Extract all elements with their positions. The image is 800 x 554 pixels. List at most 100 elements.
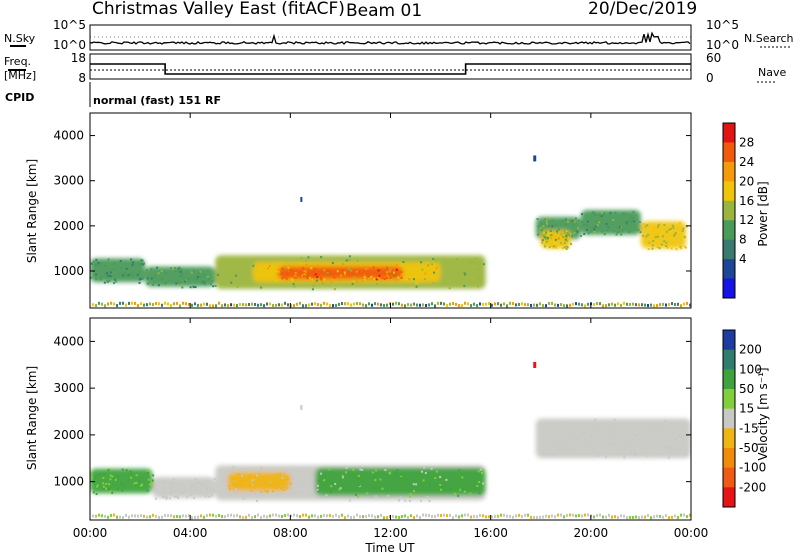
power-clutter-dot — [290, 304, 292, 308]
velocity-speckle-dot — [236, 483, 239, 486]
velocity-clutter-dot — [200, 514, 202, 518]
velocity-speckle-dot — [460, 479, 463, 482]
velocity-speckle-dot — [366, 492, 369, 495]
power-speckle-dot — [599, 213, 602, 216]
velocity-speckle-dot — [428, 499, 431, 502]
velocity-clutter-dot — [596, 513, 598, 517]
power-clutter-dot — [137, 304, 139, 308]
power-clutter-dot — [434, 304, 436, 308]
power-speckle-dot — [212, 285, 215, 288]
power-speckle-dot — [669, 227, 672, 230]
velocity-speckle-dot — [240, 474, 243, 477]
power-speckle-dot — [432, 282, 435, 285]
power-speckle-dot — [571, 220, 574, 223]
velocity-colorbar: 200 100 50 15 -15 -50 -100 -200 — [722, 329, 766, 508]
power-speckle-dot — [375, 282, 378, 285]
velocity-speckle-dot — [252, 477, 255, 480]
power-clutter-dot — [614, 303, 616, 307]
velocity-clutter-dot — [452, 516, 454, 520]
power-speckle-dot — [312, 275, 315, 278]
velocity-speckle-dot — [348, 499, 351, 502]
time-tick-label: 00:00 — [674, 526, 709, 540]
power-speckle-dot — [314, 273, 317, 276]
power-clutter-dot — [635, 303, 637, 307]
velocity-clutter-dot — [308, 515, 310, 519]
power-clutter-dot — [572, 302, 574, 306]
velocity-speckle-dot — [441, 486, 444, 489]
power-speckle-dot — [292, 283, 295, 286]
velocity-clutter-dot — [359, 515, 361, 519]
power-speckle-dot — [348, 255, 351, 258]
power-clutter-dot — [587, 302, 589, 306]
velocity-clutter-dot — [263, 514, 265, 518]
power-speckle-dot — [385, 266, 388, 269]
power-clutter-dot — [398, 302, 400, 306]
power-speckle-dot — [543, 236, 546, 239]
velocity-speckle-dot — [572, 452, 575, 455]
velocity-colorbar-label: Velocity [m s⁻¹] — [756, 367, 770, 460]
power-speckle-dot — [97, 263, 100, 266]
velocity-clutter-dot — [443, 513, 445, 517]
velocity-clutter-dot — [635, 515, 637, 519]
power-speckle-dot — [383, 278, 386, 281]
velocity-speckle-dot — [290, 489, 293, 492]
velocity-clutter-dot — [548, 515, 550, 519]
velocity-speckle-dot — [374, 479, 377, 482]
velocity-clutter-dot — [419, 515, 421, 519]
velocity-speckle-dot — [176, 495, 179, 498]
velocity-speckle-dot — [251, 479, 254, 482]
power-speckle-dot — [551, 225, 554, 228]
power-speckle-dot — [666, 246, 669, 249]
power-clutter-dot — [539, 302, 541, 306]
power-clutter-dot — [335, 303, 337, 307]
power-speckle-dot — [577, 219, 580, 222]
velocity-speckle-dot — [387, 494, 390, 497]
power-speckle-dot — [680, 247, 683, 250]
power-speckle-dot — [308, 272, 311, 275]
power-clutter-dot — [158, 302, 160, 306]
power-speckle-dot — [356, 259, 359, 262]
power-clutter-dot — [251, 302, 253, 306]
power-speckle-dot — [663, 240, 666, 243]
velocity-clutter-dot — [536, 515, 538, 519]
velocity-speckle-dot — [285, 486, 288, 489]
power-colorbar-swatch — [723, 200, 735, 221]
velocity-speckle-dot — [205, 486, 208, 489]
power-clutter-dot — [260, 303, 262, 307]
power-speckle-dot — [119, 259, 122, 262]
power-speckle-dot — [603, 212, 606, 215]
velocity-speckle-dot — [669, 447, 672, 450]
velocity-clutter-dot — [218, 513, 220, 517]
velocity-clutter-dot — [338, 515, 340, 519]
velocity-colorbar-tick-label: -200 — [739, 480, 766, 494]
velocity-speckle-dot — [265, 474, 268, 477]
power-isolated-echo — [300, 196, 303, 202]
velocity-speckle-dot — [381, 487, 384, 490]
velocity-speckle-dot — [241, 484, 244, 487]
power-colorbar-swatch — [723, 220, 735, 241]
velocity-ytick-label: 4000 — [53, 334, 84, 348]
power-clutter-dot — [554, 303, 556, 307]
power-speckle-dot — [554, 232, 557, 235]
power-speckle-dot — [320, 255, 323, 258]
power-speckle-dot — [545, 241, 548, 244]
velocity-speckle-dot — [107, 469, 110, 472]
power-speckle-dot — [630, 216, 633, 219]
power-clutter-dot — [680, 304, 682, 308]
power-clutter-dot — [278, 303, 280, 307]
power-clutter-dot — [527, 303, 529, 307]
power-clutter-dot — [623, 301, 625, 305]
power-clutter-dot — [440, 301, 442, 305]
power-speckle-dot — [316, 275, 319, 278]
velocity-speckle-dot — [271, 490, 274, 493]
power-clutter-dot — [506, 304, 508, 308]
power-clutter-dot — [410, 303, 412, 307]
power-colorbar-swatch — [723, 181, 735, 202]
velocity-speckle-dot — [542, 452, 545, 455]
noise-right-tick-bottom: 10^0 — [706, 38, 739, 52]
power-clutter-dot — [437, 301, 439, 305]
power-speckle-dot — [609, 211, 612, 214]
power-speckle-dot — [542, 225, 545, 228]
velocity-speckle-dot — [461, 488, 464, 491]
power-speckle-dot — [370, 275, 373, 278]
